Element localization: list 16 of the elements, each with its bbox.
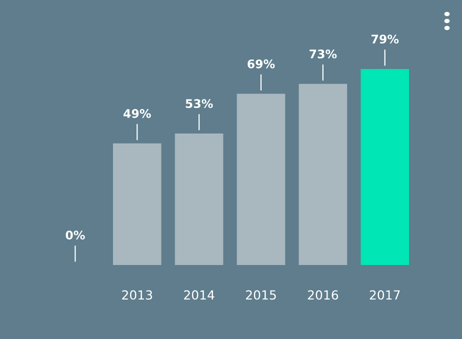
bar	[298, 84, 348, 265]
bar	[112, 143, 162, 265]
data-label: 53%	[186, 99, 213, 108]
data-label: 0%	[66, 230, 85, 240]
data-label: 49%	[124, 109, 151, 118]
x-tick-label: 2013	[122, 290, 152, 300]
x-tick-label: 2014	[184, 290, 214, 300]
x-tick-label: 2017	[370, 290, 400, 300]
data-label: 79%	[372, 34, 399, 44]
data-label: 69%	[248, 59, 275, 68]
x-tick-label: 2016	[308, 290, 338, 300]
x-tick-label: 2015	[246, 290, 276, 300]
bar	[360, 69, 410, 265]
bar	[236, 94, 286, 265]
data-label: 73%	[310, 50, 337, 58]
bar	[174, 134, 224, 265]
